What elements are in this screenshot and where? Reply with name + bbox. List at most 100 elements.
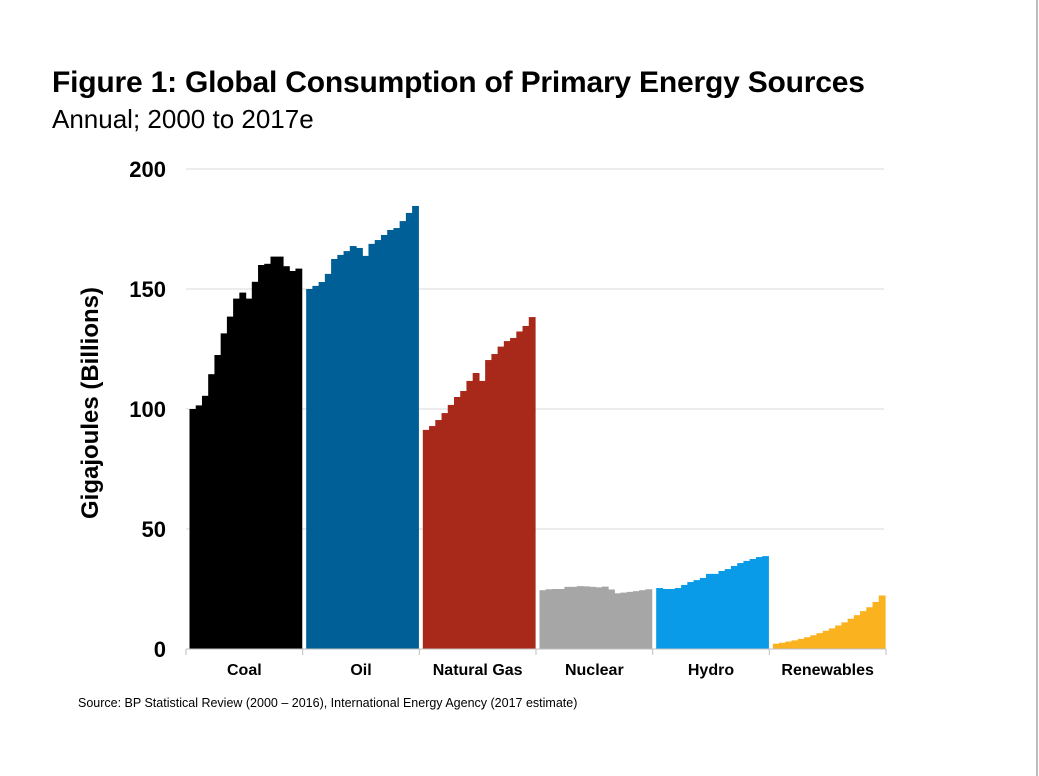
bar-renewables-2015: [866, 607, 874, 649]
bar-oil-2007: [349, 246, 357, 650]
bar-natural-gas-2009: [478, 380, 486, 649]
bar-nuclear-2017: [645, 589, 653, 649]
bar-nuclear-2002: [551, 589, 559, 649]
y-tick-label: 200: [129, 157, 166, 182]
bar-coal-2003: [208, 374, 216, 649]
bar-renewables-2006: [810, 635, 818, 649]
bar-nuclear-2007: [583, 586, 590, 649]
bar-hydro-2015: [749, 559, 757, 649]
bar-nuclear-2012: [614, 593, 622, 649]
x-tick-label: Hydro: [688, 662, 734, 679]
source-note: Source: BP Statistical Review (2000 – 20…: [78, 696, 578, 710]
x-axis: [185, 648, 887, 655]
bar-renewables-2010: [835, 625, 842, 649]
series-renewables: [772, 595, 886, 649]
bar-renewables-2005: [803, 637, 811, 649]
x-tick-label: Renewables: [781, 662, 874, 679]
bar-renewables-2014: [860, 611, 867, 649]
bar-natural-gas-2003: [441, 413, 449, 649]
bar-hydro-2004: [681, 584, 688, 649]
x-tick-label: Nuclear: [565, 662, 624, 679]
bar-hydro-2014: [743, 560, 751, 649]
bar-oil-2011: [374, 240, 382, 650]
bar-hydro-2017: [762, 556, 769, 649]
y-tick-label: 150: [129, 277, 166, 302]
bar-coal-2000: [189, 409, 197, 649]
bar-natural-gas-2004: [447, 404, 455, 649]
bar-coal-2015: [282, 266, 290, 649]
bar-coal-2008: [239, 292, 247, 649]
bar-natural-gas-2005: [453, 397, 461, 649]
bar-coal-2004: [214, 355, 222, 649]
series-natural-gas: [422, 317, 536, 649]
bar-natural-gas-2001: [429, 426, 436, 649]
series-hydro: [656, 556, 769, 649]
bar-natural-gas-2014: [510, 337, 517, 649]
bar-natural-gas-2012: [497, 346, 505, 649]
bar-renewables-2000: [772, 643, 780, 649]
y-tick-label: 50: [142, 517, 166, 542]
x-tick-label: Oil: [350, 662, 371, 679]
bar-oil-2014: [393, 228, 401, 650]
y-tick-label: 0: [154, 637, 166, 662]
bars: [189, 205, 886, 650]
bar-natural-gas-2007: [466, 380, 474, 649]
bar-oil-2008: [356, 247, 363, 649]
bar-oil-2002: [318, 282, 326, 649]
bar-renewables-2009: [828, 628, 836, 649]
bar-nuclear-2011: [608, 589, 615, 649]
bar-renewables-2017: [878, 595, 886, 649]
series-nuclear: [539, 586, 653, 649]
bar-nuclear-2010: [601, 586, 609, 649]
bar-oil-2001: [312, 285, 320, 649]
bar-coal-2011: [258, 265, 265, 649]
frame-border: [1036, 0, 1038, 776]
bar-coal-2012: [264, 263, 272, 649]
bar-hydro-2006: [693, 580, 701, 649]
bar-oil-2013: [387, 229, 395, 649]
bar-hydro-2010: [718, 571, 726, 649]
bar-hydro-2005: [687, 582, 695, 649]
bar-renewables-2012: [847, 618, 855, 649]
bar-coal-2017: [295, 268, 303, 649]
bar-hydro-2012: [730, 565, 738, 649]
bar-renewables-2007: [816, 633, 824, 649]
x-tick-label: Coal: [227, 662, 262, 679]
bar-nuclear-2004: [564, 586, 572, 649]
bar-renewables-2013: [853, 615, 861, 649]
bar-oil-2003: [324, 273, 332, 649]
series-coal: [189, 256, 303, 649]
bar-oil-2000: [306, 289, 313, 649]
chart-subtitle: Annual; 2000 to 2017e: [52, 104, 314, 134]
bar-oil-2017: [412, 205, 419, 649]
bar-oil-2004: [331, 259, 338, 649]
bar-renewables-2016: [872, 601, 880, 649]
y-axis-ticks: 0 50 100 150 200: [129, 157, 166, 662]
bar-nuclear-2005: [570, 586, 578, 649]
bar-hydro-2013: [737, 563, 745, 649]
bar-coal-2009: [245, 298, 253, 649]
bar-nuclear-2006: [576, 586, 584, 649]
bar-oil-2009: [362, 255, 370, 649]
bar-nuclear-2001: [545, 589, 553, 649]
bar-coal-2014: [276, 256, 284, 649]
bar-nuclear-2016: [639, 590, 647, 649]
bar-coal-2013: [270, 256, 278, 649]
bar-hydro-2016: [755, 557, 763, 649]
bar-coal-2007: [233, 298, 240, 649]
y-tick-label: 100: [129, 397, 166, 422]
bar-oil-2010: [368, 243, 376, 649]
bar-natural-gas-2013: [503, 341, 511, 649]
bar-coal-2016: [289, 271, 297, 649]
bar-hydro-2000: [656, 588, 663, 649]
bar-coal-2006: [226, 316, 234, 649]
bar-nuclear-2014: [626, 591, 634, 649]
series-oil: [306, 205, 419, 650]
bar-renewables-2004: [797, 638, 805, 649]
bar-oil-2005: [337, 254, 345, 650]
bar-hydro-2007: [699, 577, 707, 649]
bar-nuclear-2000: [539, 590, 547, 649]
bar-renewables-2002: [785, 641, 793, 649]
bar-coal-2010: [251, 281, 259, 649]
